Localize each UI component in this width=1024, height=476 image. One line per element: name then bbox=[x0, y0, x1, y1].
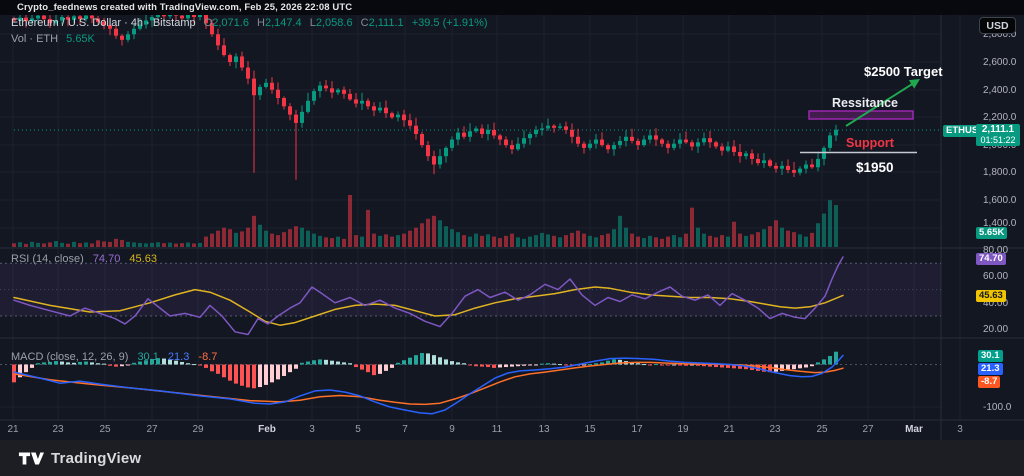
time-axis-label: 21 bbox=[723, 424, 735, 435]
time-axis-label: 7 bbox=[402, 424, 408, 435]
open-value: 2,071.6 bbox=[212, 17, 249, 29]
macd-title: MACD (close, 12, 26, 9) bbox=[11, 351, 129, 363]
footer-bar: TradingView bbox=[0, 440, 1024, 476]
price-axis-label: 1,400.0 bbox=[983, 218, 1017, 229]
rsi-ma-value: 45.63 bbox=[129, 253, 157, 265]
price-axis-label: 20.00 bbox=[983, 324, 1009, 335]
attribution-bar: Crypto_feednews created with TradingView… bbox=[0, 0, 1024, 15]
footer-brand: TradingView bbox=[51, 449, 142, 467]
time-axis-label: 3 bbox=[309, 424, 315, 435]
price-axis-label: -100.0 bbox=[983, 402, 1012, 413]
time-axis-label: 9 bbox=[449, 424, 455, 435]
close-value: 2,111.1 bbox=[368, 17, 404, 29]
time-axis-label: 17 bbox=[631, 424, 643, 435]
macd-signal-value: -8.7 bbox=[198, 351, 218, 363]
time-axis-label: 19 bbox=[677, 424, 689, 435]
time-axis-label: Feb bbox=[258, 424, 276, 435]
time-axis-label: 27 bbox=[146, 424, 158, 435]
high-value: 2,147.4 bbox=[264, 17, 302, 29]
rsi-legend: RSI (14, close) 74.70 45.63 bbox=[11, 253, 157, 265]
tradingview-logo-icon[interactable] bbox=[18, 451, 44, 466]
price-axis-label: 1,800.0 bbox=[983, 167, 1017, 178]
time-axis-label: 23 bbox=[769, 424, 781, 435]
price-axis-label: 40.00 bbox=[983, 298, 1009, 309]
support-price-annotation: $1950 bbox=[856, 160, 894, 175]
change-value: +39.5 (+1.91%) bbox=[411, 17, 488, 29]
volume-chip: 5.65K bbox=[976, 227, 1008, 239]
rsi-ma-chip: 45.63 bbox=[976, 290, 1006, 302]
low-value: 2,058.6 bbox=[315, 17, 353, 29]
time-axis-label: 25 bbox=[816, 424, 828, 435]
time-axis-label: 5 bbox=[355, 424, 361, 435]
symbol-title: Ethereum / U.S. Dollar · 4h · Bitstamp bbox=[11, 17, 196, 29]
price-axis-label: 1,600.0 bbox=[983, 195, 1017, 206]
price-chart-canvas[interactable] bbox=[0, 0, 1024, 440]
open-label: O bbox=[203, 17, 213, 29]
target-annotation: $2500 Target bbox=[864, 64, 943, 79]
rsi-value: 74.70 bbox=[92, 253, 121, 265]
time-axis-label: Mar bbox=[905, 424, 923, 435]
volume-label: Vol · ETH bbox=[11, 33, 59, 45]
time-axis-label: 15 bbox=[584, 424, 596, 435]
time-axis-label: 21 bbox=[7, 424, 19, 435]
macd-legend: MACD (close, 12, 26, 9) 30.1 21.3 -8.7 bbox=[11, 351, 217, 363]
volume-value: 5.65K bbox=[66, 33, 95, 45]
rsi-title: RSI (14, close) bbox=[11, 253, 84, 265]
price-axis-label: 60.00 bbox=[983, 271, 1009, 282]
attribution-text: Crypto_feednews created with TradingView… bbox=[17, 2, 353, 13]
time-axis-label: 3 bbox=[957, 424, 963, 435]
price-axis-label: 2,400.0 bbox=[983, 85, 1017, 96]
time-axis-label: 13 bbox=[538, 424, 550, 435]
symbol-legend: Ethereum / U.S. Dollar · 4h · Bitstamp O… bbox=[11, 17, 488, 29]
time-axis-label: 25 bbox=[99, 424, 111, 435]
price-axis-label: 2,200.0 bbox=[983, 112, 1017, 123]
low-label: L bbox=[309, 17, 316, 29]
rsi-chip: 74.70 bbox=[976, 253, 1006, 265]
price-axis-label: 2,800.0 bbox=[983, 29, 1017, 40]
time-axis-label: 27 bbox=[862, 424, 874, 435]
price-chip-value: 2,111.1 bbox=[981, 124, 1015, 135]
price-axis-label: 80.00 bbox=[983, 245, 1009, 256]
macd-line-value: 21.3 bbox=[167, 351, 190, 363]
time-axis-label: 23 bbox=[52, 424, 64, 435]
time-axis-label: 11 bbox=[491, 424, 503, 435]
macd-line-chip: 21.3 bbox=[978, 363, 1003, 375]
price-axis-label: 2,600.0 bbox=[983, 57, 1017, 68]
macd-hist-chip: 30.1 bbox=[978, 350, 1003, 362]
volume-legend: Vol · ETH 5.65K bbox=[11, 33, 95, 45]
high-label: H bbox=[257, 17, 265, 29]
support-annotation: Support bbox=[846, 136, 894, 150]
price-chip: 2,111.1 01:51:22 bbox=[976, 124, 1020, 146]
close-label: C bbox=[360, 17, 369, 29]
price-chip-countdown: 01:51:22 bbox=[980, 135, 1016, 145]
macd-signal-chip: -8.7 bbox=[978, 376, 1001, 388]
currency-toggle-button[interactable]: USD bbox=[979, 17, 1016, 34]
resistance-annotation: Ressitance bbox=[832, 96, 899, 110]
time-axis-label: 29 bbox=[192, 424, 204, 435]
macd-hist-value: 30.1 bbox=[137, 351, 159, 363]
